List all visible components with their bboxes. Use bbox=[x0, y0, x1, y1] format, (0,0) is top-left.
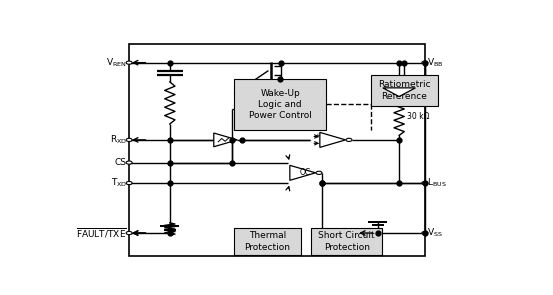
Text: $\overline{\mathrm{FAULT/TXE}}$: $\overline{\mathrm{FAULT/TXE}}$ bbox=[76, 226, 127, 240]
Text: L$_\mathrm{BUS}$: L$_\mathrm{BUS}$ bbox=[427, 177, 447, 189]
Circle shape bbox=[126, 61, 132, 64]
Text: CS: CS bbox=[115, 158, 127, 167]
Polygon shape bbox=[383, 88, 415, 96]
Text: 30 kΩ: 30 kΩ bbox=[407, 112, 429, 121]
Text: OC: OC bbox=[299, 168, 310, 177]
Bar bbox=[234, 78, 326, 130]
Circle shape bbox=[126, 232, 132, 235]
Circle shape bbox=[346, 138, 352, 142]
Text: T$_\mathrm{XD}$: T$_\mathrm{XD}$ bbox=[111, 177, 127, 189]
Text: -: - bbox=[316, 140, 319, 146]
Text: V$_\mathrm{SS}$: V$_\mathrm{SS}$ bbox=[427, 227, 443, 239]
Text: V$_\mathrm{REN}$: V$_\mathrm{REN}$ bbox=[106, 56, 127, 69]
Circle shape bbox=[316, 171, 322, 174]
Polygon shape bbox=[290, 165, 316, 180]
Bar bbox=[311, 228, 382, 255]
Text: Ratiometric
Reference: Ratiometric Reference bbox=[378, 81, 431, 101]
Text: +: + bbox=[315, 133, 321, 140]
Circle shape bbox=[422, 61, 428, 64]
Circle shape bbox=[126, 181, 132, 185]
Polygon shape bbox=[214, 133, 237, 147]
Circle shape bbox=[422, 181, 428, 185]
Text: Short Circuit
Protection: Short Circuit Protection bbox=[319, 232, 375, 252]
Text: V$_\mathrm{BB}$: V$_\mathrm{BB}$ bbox=[427, 56, 444, 69]
Text: R$_\mathrm{XD}$: R$_\mathrm{XD}$ bbox=[110, 134, 127, 146]
Polygon shape bbox=[320, 132, 346, 148]
Bar bbox=[234, 228, 301, 255]
Circle shape bbox=[126, 161, 132, 164]
Circle shape bbox=[422, 232, 428, 235]
Circle shape bbox=[126, 138, 132, 142]
Text: Thermal
Protection: Thermal Protection bbox=[244, 232, 290, 252]
Text: Wake-Up
Logic and
Power Control: Wake-Up Logic and Power Control bbox=[249, 88, 312, 120]
Bar bbox=[371, 75, 438, 106]
Bar bbox=[129, 45, 425, 256]
